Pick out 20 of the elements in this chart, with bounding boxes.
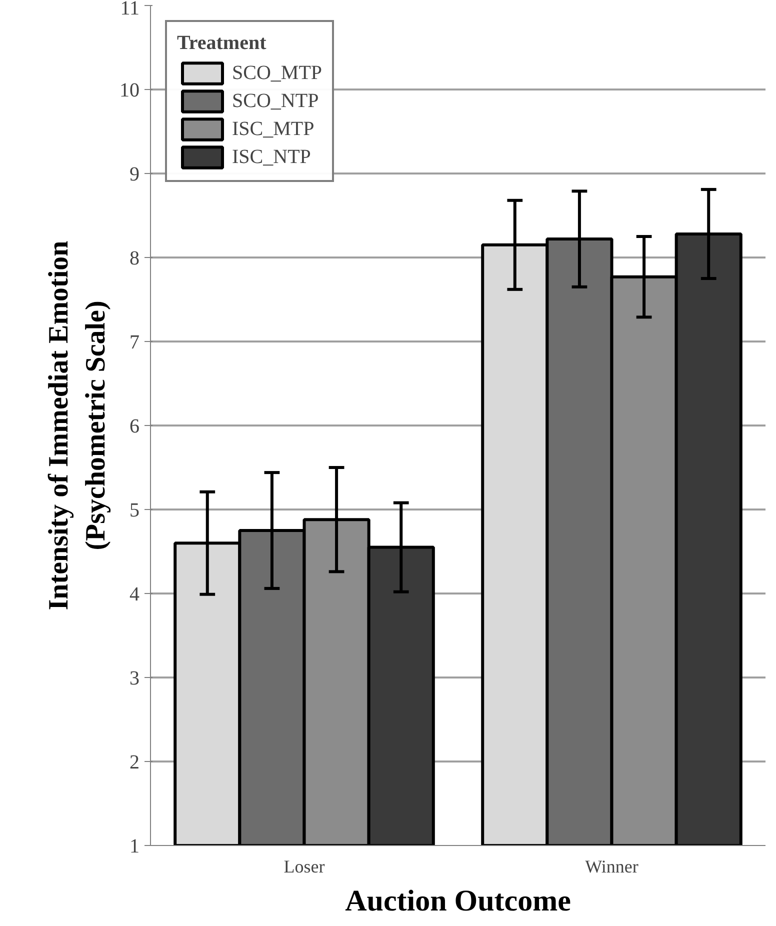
y-tick-label: 2 <box>130 752 140 774</box>
y-tick-label: 11 <box>120 0 140 20</box>
y-tick-label: 4 <box>130 584 140 606</box>
y-tick-label: 9 <box>130 164 140 186</box>
y-tick-label: 7 <box>130 332 140 354</box>
y-tick-label: 3 <box>130 668 140 690</box>
legend-label: SCO_NTP <box>232 90 319 112</box>
legend-label: ISC_NTP <box>232 146 311 168</box>
legend-title: Treatment <box>177 32 268 55</box>
y-tick-label: 1 <box>130 836 140 858</box>
y-tick-label: 6 <box>130 416 140 438</box>
legend-label: ISC_MTP <box>232 118 314 140</box>
y-tick-label: 5 <box>130 500 140 522</box>
x-tick-label: Winner <box>585 856 638 876</box>
y-axis-title: Intensity of Immediat Emotion (Psychometric Scale) <box>43 240 112 610</box>
x-tick-label: Loser <box>284 856 325 876</box>
legend-label: SCO_MTP <box>232 62 322 84</box>
y-tick-label: 10 <box>120 80 140 102</box>
x-axis-title: Auction Outcome <box>345 884 571 918</box>
y-tick-label: 8 <box>130 248 140 270</box>
